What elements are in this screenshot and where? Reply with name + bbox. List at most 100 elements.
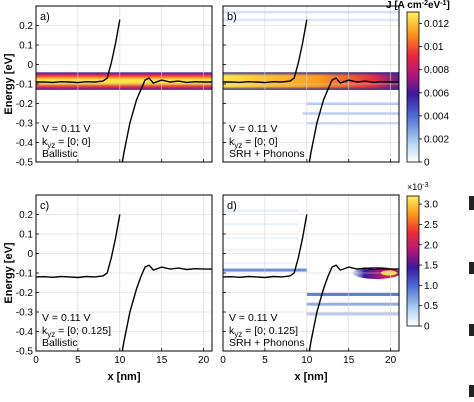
voltage-annotation: V = 0.11 V bbox=[229, 123, 278, 135]
y-tick-label: -0.1 bbox=[16, 269, 34, 280]
band-profile bbox=[36, 214, 212, 351]
grid bbox=[222, 195, 399, 352]
model-annotation: Ballistic bbox=[42, 148, 78, 160]
y-tick-label: -0.5 bbox=[16, 347, 34, 358]
heatmap-line bbox=[223, 223, 299, 226]
colorbar-tick-label: 0.012 bbox=[424, 19, 449, 30]
kyz-subscript: yz bbox=[234, 141, 242, 150]
y-tick-label: -0.5 bbox=[16, 158, 34, 169]
voltage-annotation: V = 0.11 V bbox=[42, 312, 91, 324]
heatmap-line bbox=[223, 262, 299, 265]
colorbar-gradient bbox=[406, 11, 420, 163]
colorbar-title-unit: eV bbox=[428, 0, 441, 11]
colorbar-multiplier: ×10-3 bbox=[407, 182, 429, 192]
colorbar-1: 0.012 0.01 0.008 0.006 0.004 0.002 0 J [A cm-2e… bbox=[386, 0, 450, 169]
heatmap-line bbox=[223, 248, 299, 251]
voltage-annotation: V = 0.11 V bbox=[42, 123, 91, 135]
colorbar-tick-label: 1.0 bbox=[424, 281, 438, 292]
band-curve-right bbox=[308, 264, 399, 351]
x-axis-label-left: x [nm] bbox=[108, 371, 141, 383]
y-tick-label: -0.1 bbox=[16, 80, 34, 91]
y-tick-label: -0.2 bbox=[16, 99, 34, 110]
y-tick-label: -0.2 bbox=[16, 288, 34, 299]
model-annotation: SRH + Phonons bbox=[229, 148, 305, 160]
panel-c: 0 5 10 15 20 0.2 0.1 0 -0.1 -0.2 -0.3 -0.4 -0.5 c) V =… bbox=[16, 194, 213, 366]
colorbar-title-sup: -1 bbox=[440, 0, 446, 7]
colorbar-tick-label: 0 bbox=[424, 158, 430, 169]
kyz-value: = [0; 0.125] bbox=[242, 325, 298, 337]
colorbar-tick-label: 0.002 bbox=[424, 134, 449, 145]
colorbar-tick-label: 0 bbox=[424, 322, 430, 333]
panel-a: 0.20.10-0.1-0.2-0.3-0.4-0.5a)V = 0.11 Vk… bbox=[16, 5, 213, 169]
band-curve-left bbox=[36, 214, 121, 279]
kyz-value: = [0; 0] bbox=[55, 136, 90, 148]
y-tick-label: -0.4 bbox=[16, 138, 34, 149]
panel-label: b) bbox=[227, 11, 237, 23]
colorbar-multiplier-exp: -3 bbox=[422, 182, 428, 189]
y-tick-label: -0.3 bbox=[16, 308, 34, 319]
x-tick-label: 20 bbox=[385, 355, 397, 366]
y-tick-label: 0 bbox=[27, 60, 33, 71]
heatmap-line bbox=[302, 112, 399, 115]
y-tick-label: -0.3 bbox=[16, 119, 34, 130]
colorbar-title-end: ] bbox=[446, 0, 449, 11]
heatmap-line bbox=[223, 236, 299, 239]
y-axis-label-bottom: Energy [eV] bbox=[3, 242, 15, 303]
colorbar-tick-label: 0.008 bbox=[424, 65, 449, 76]
x-tick-label: 20 bbox=[198, 355, 210, 366]
colorbar-tick-label: 0.5 bbox=[424, 301, 438, 312]
x-tick-label: 15 bbox=[156, 355, 168, 366]
colorbar-2: 3.0 2.5 2.0 1.5 1.0 0.5 0 ×10-3 bbox=[406, 182, 438, 333]
x-tick-label: 5 bbox=[262, 355, 268, 366]
band-curve-right bbox=[121, 77, 212, 162]
y-tick-label: 0 bbox=[27, 249, 33, 260]
y-tick-label: 0.2 bbox=[19, 21, 33, 32]
panel-label: a) bbox=[40, 11, 50, 23]
grid bbox=[35, 195, 212, 352]
heatmap-band bbox=[36, 72, 212, 90]
page-edge-marks bbox=[469, 196, 474, 397]
y-tick-label: 0.1 bbox=[19, 230, 33, 241]
y-tick-label: 0.1 bbox=[19, 41, 33, 52]
model-annotation: Ballistic bbox=[42, 337, 78, 349]
panel-label: d) bbox=[227, 200, 237, 212]
x-tick-label: 15 bbox=[343, 355, 355, 366]
band-profile bbox=[36, 19, 212, 162]
y-tick-label: -0.4 bbox=[16, 327, 34, 338]
colorbar-gradient bbox=[406, 195, 420, 327]
kyz-subscript: yz bbox=[47, 141, 55, 150]
model-annotation: SRH + Phonons bbox=[229, 337, 305, 349]
heatmap-line bbox=[306, 302, 399, 306]
x-tick-label: 0 bbox=[33, 355, 39, 366]
heatmap-line bbox=[223, 209, 299, 212]
voltage-annotation: V = 0.11 V bbox=[229, 312, 278, 324]
heatmap-line bbox=[223, 18, 399, 22]
colorbar-tick-label: 2.0 bbox=[424, 240, 438, 251]
band-curve-right bbox=[308, 77, 399, 162]
colorbar-tick-label: 0.01 bbox=[424, 42, 444, 53]
band-curve-right bbox=[121, 264, 212, 351]
band-profile bbox=[223, 19, 399, 162]
heatmap-line bbox=[223, 10, 399, 14]
panel-label: c) bbox=[40, 200, 49, 212]
x-tick-label: 10 bbox=[301, 355, 313, 366]
colorbar-tick-label: 0.004 bbox=[424, 111, 449, 122]
colorbar-tick-label: 2.5 bbox=[424, 220, 438, 231]
band-curve-left bbox=[223, 19, 308, 84]
kyz-subscript: yz bbox=[47, 330, 55, 339]
kyz-value: = [0; 0.125] bbox=[55, 325, 111, 337]
x-tick-label: 0 bbox=[220, 355, 226, 366]
band-profile bbox=[223, 214, 399, 351]
y-axis-label-top: Energy [eV] bbox=[3, 53, 15, 114]
colorbar-title-sup: -2 bbox=[422, 0, 428, 7]
heatmap-band-edge bbox=[223, 72, 399, 90]
band-curve-left bbox=[36, 19, 121, 84]
x-tick-label: 5 bbox=[75, 355, 81, 366]
heatmap-line bbox=[306, 292, 399, 296]
colorbar-title: J [A cm-2eV-1] bbox=[386, 0, 450, 11]
current-heatmap bbox=[36, 72, 212, 90]
kyz-annotation: kyz = [0; 0.125] bbox=[42, 325, 111, 339]
x-axis-label-right: x [nm] bbox=[295, 371, 328, 383]
y-tick-label: 0.2 bbox=[19, 210, 33, 221]
